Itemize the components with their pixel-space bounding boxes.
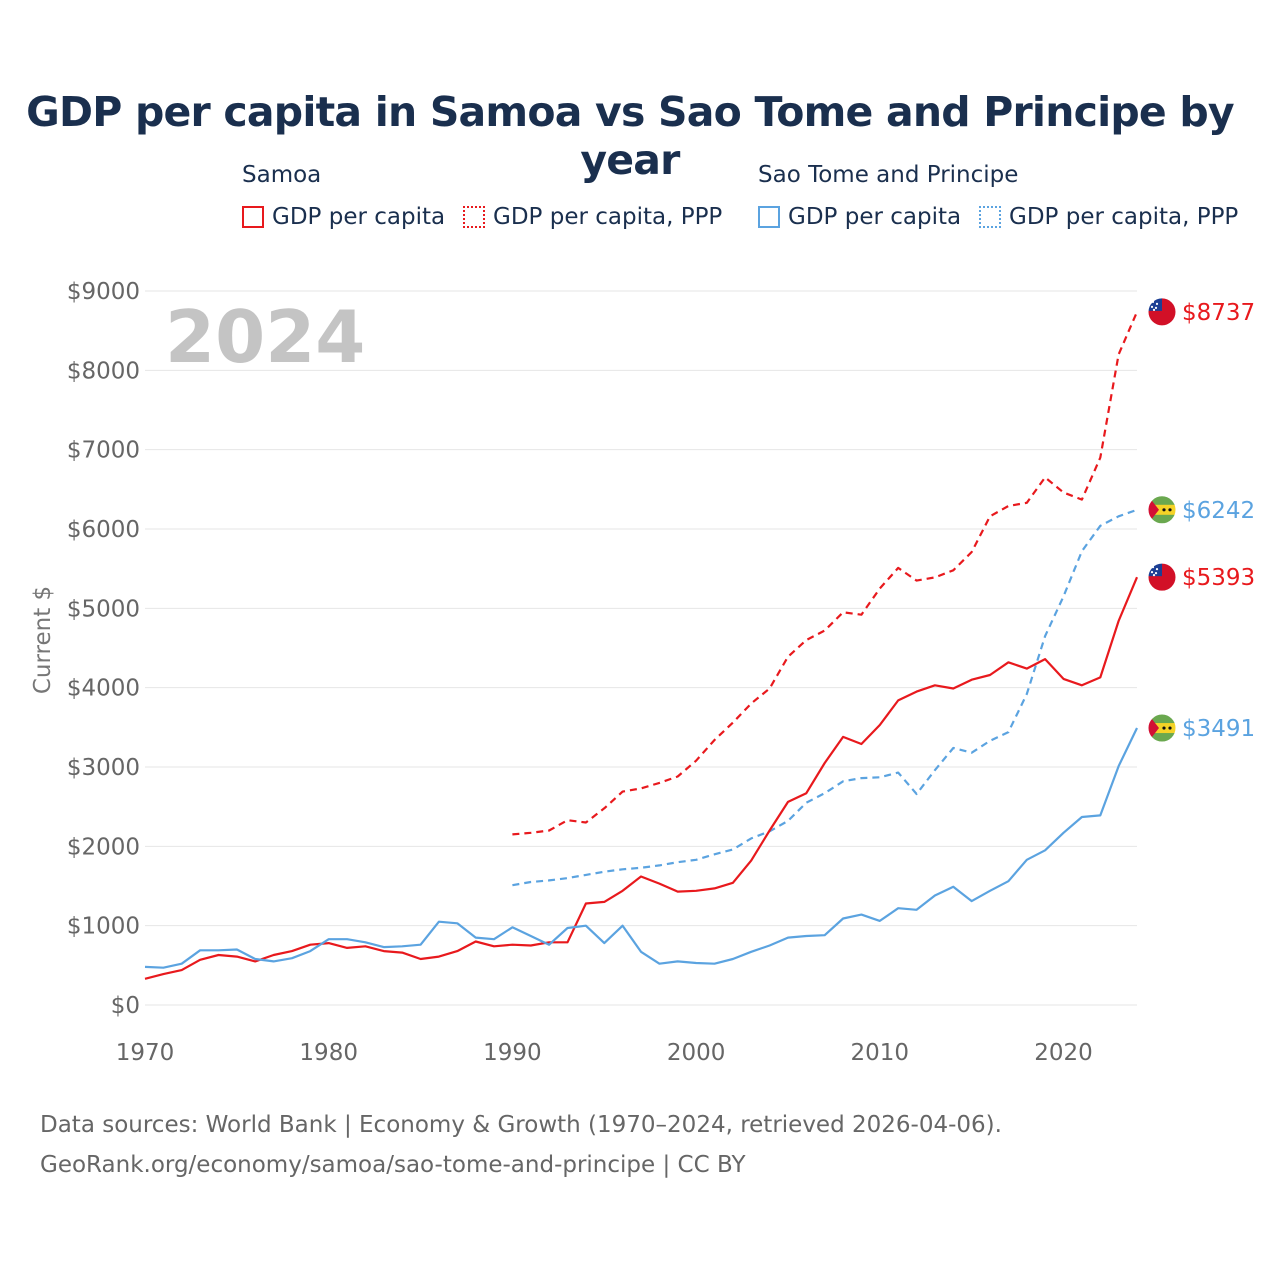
x-tick-label: 1980 bbox=[299, 1040, 358, 1066]
legend-item-stp-gdp-ppp[interactable]: GDP per capita, PPP bbox=[979, 204, 1238, 230]
legend-item-label: GDP per capita bbox=[272, 204, 446, 230]
y-tick-label: $9000 bbox=[67, 279, 140, 305]
y-tick-label: $3000 bbox=[67, 755, 140, 781]
footer: Data sources: World Bank | Economy & Gro… bbox=[40, 1105, 1002, 1185]
end-value-label: $6242 bbox=[1182, 498, 1255, 524]
footer-sources: Data sources: World Bank | Economy & Gro… bbox=[40, 1112, 1002, 1138]
x-tick-label: 2000 bbox=[667, 1040, 726, 1066]
y-tick-label: $0 bbox=[111, 993, 140, 1019]
legend-item-label: GDP per capita, PPP bbox=[493, 204, 723, 230]
grid-lines bbox=[145, 290, 1137, 1006]
end-value-label: $5393 bbox=[1182, 565, 1255, 591]
legend-item-samoa-gdp-ppp[interactable]: GDP per capita, PPP bbox=[463, 204, 722, 230]
samoa-flag-icon bbox=[1147, 297, 1177, 327]
series-line-3 bbox=[144, 727, 1138, 969]
series-line-1 bbox=[512, 508, 1138, 887]
y-tick-label: $1000 bbox=[67, 914, 140, 940]
line-chart: $0 $1000 $2000 $3000 $4000 $5000 $6000 $7000 $80… bbox=[30, 279, 1255, 1066]
end-value-label: $8737 bbox=[1182, 300, 1255, 326]
legend-swatch-solid bbox=[242, 206, 264, 228]
y-tick-label: $7000 bbox=[67, 438, 140, 464]
x-tick-label: 1970 bbox=[116, 1040, 175, 1066]
samoa-flag-icon bbox=[1147, 562, 1177, 592]
legend-swatch-dotted bbox=[979, 206, 1001, 228]
sao-tome-flag-icon bbox=[1147, 495, 1177, 525]
series-line-0 bbox=[512, 311, 1139, 836]
legend-item-label: GDP per capita bbox=[788, 204, 962, 230]
y-axis-ticks: $0 $1000 $2000 $3000 $4000 $5000 $6000 $7000 $80… bbox=[67, 279, 140, 1019]
legend-item-stp-gdp[interactable]: GDP per capita bbox=[758, 204, 961, 230]
y-tick-label: $6000 bbox=[67, 517, 140, 543]
x-tick-label: 2010 bbox=[851, 1040, 910, 1066]
y-axis-label: Current $ bbox=[30, 586, 56, 694]
legend-swatch-solid bbox=[758, 206, 780, 228]
chart-title: GDP per capita in Samoa vs Sao Tome and … bbox=[26, 88, 1235, 184]
x-tick-label: 2020 bbox=[1034, 1040, 1093, 1066]
y-tick-label: $5000 bbox=[67, 596, 140, 622]
footer-attribution[interactable]: GeoRank.org/economy/samoa/sao-tome-and-p… bbox=[40, 1152, 746, 1178]
sao-tome-flag-icon bbox=[1147, 713, 1177, 743]
series-line-2 bbox=[144, 576, 1139, 980]
legend-swatch-dotted bbox=[463, 206, 485, 228]
x-axis-ticks: 1970 1980 1990 2000 2010 2020 bbox=[116, 1040, 1093, 1066]
y-tick-label: $8000 bbox=[67, 358, 140, 384]
x-tick-label: 1990 bbox=[483, 1040, 542, 1066]
legend-item-label: GDP per capita, PPP bbox=[1009, 204, 1239, 230]
series-group bbox=[144, 311, 1139, 980]
legend-group-title: Sao Tome and Principe bbox=[758, 162, 1019, 188]
legend-group-title: Samoa bbox=[242, 162, 322, 188]
end-value-label: $3491 bbox=[1182, 716, 1255, 742]
legend-item-samoa-gdp[interactable]: GDP per capita bbox=[242, 204, 445, 230]
end-labels: $8737 $6242 $5393 $3491 bbox=[1147, 297, 1255, 743]
y-tick-label: $4000 bbox=[67, 676, 140, 702]
y-tick-label: $2000 bbox=[67, 834, 140, 860]
year-watermark: 2024 bbox=[165, 295, 365, 379]
